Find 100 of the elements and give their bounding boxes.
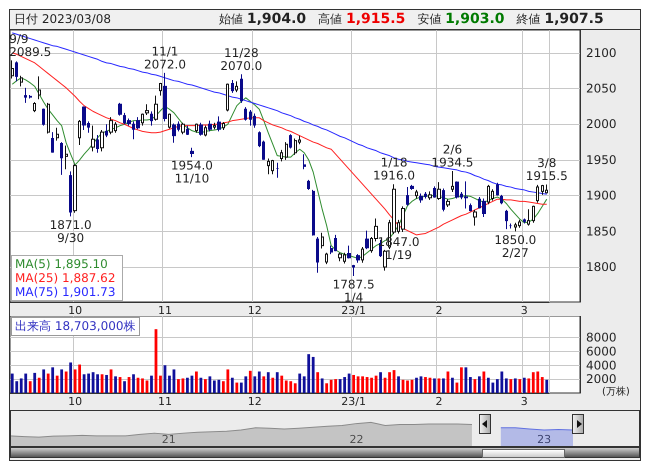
bar bbox=[46, 374, 50, 393]
candlestick bbox=[289, 134, 292, 150]
y-tick-label: 2000 bbox=[586, 117, 617, 132]
candlestick bbox=[38, 76, 41, 100]
bar bbox=[522, 378, 526, 393]
candlestick bbox=[190, 147, 194, 158]
annotation: 1871.0 9/30 bbox=[50, 218, 92, 245]
candlestick bbox=[240, 74, 243, 104]
bar bbox=[298, 374, 302, 393]
bar bbox=[451, 378, 454, 393]
y-tick-label: 2000 bbox=[586, 372, 617, 386]
candlestick bbox=[523, 218, 526, 224]
x-tick-label: 12 bbox=[248, 395, 262, 408]
candlestick bbox=[276, 162, 279, 178]
bar bbox=[527, 378, 530, 393]
candlestick bbox=[20, 75, 23, 87]
candlestick bbox=[271, 159, 274, 175]
candlestick bbox=[78, 119, 81, 146]
bar bbox=[289, 381, 292, 393]
candlestick bbox=[222, 122, 225, 130]
text: MA(25) 1,887.62 bbox=[15, 271, 116, 285]
candlestick bbox=[24, 87, 27, 104]
candlestick bbox=[307, 179, 310, 190]
candlestick bbox=[325, 252, 328, 265]
x-tick-label: 23/1 bbox=[341, 395, 366, 408]
bar bbox=[397, 376, 400, 393]
candlestick bbox=[29, 94, 32, 100]
x-tick-label: 23 bbox=[537, 433, 552, 446]
bar bbox=[128, 377, 130, 393]
bar bbox=[100, 374, 104, 393]
candlestick bbox=[47, 102, 50, 134]
bar bbox=[110, 369, 112, 393]
candlestick bbox=[451, 170, 454, 193]
text: 終値 1,907.5 bbox=[516, 11, 604, 28]
candlestick bbox=[186, 125, 189, 136]
annotation: 1954.0 11/10 bbox=[170, 158, 213, 186]
candlestick bbox=[536, 184, 539, 204]
annotation: 1850.0 2/27 bbox=[494, 232, 536, 260]
candlestick bbox=[172, 123, 176, 144]
candlestick bbox=[496, 182, 499, 196]
bar bbox=[38, 378, 41, 393]
bar bbox=[24, 374, 28, 393]
candlestick bbox=[303, 154, 306, 170]
candlestick bbox=[145, 104, 149, 116]
candlestick bbox=[65, 145, 68, 170]
candlestick bbox=[491, 188, 494, 202]
candlestick bbox=[231, 79, 234, 94]
annotation: 1/18 1916.0 bbox=[373, 156, 416, 183]
candlestick bbox=[527, 208, 530, 226]
bar bbox=[82, 374, 86, 393]
candlestick bbox=[532, 205, 535, 224]
bar bbox=[316, 372, 320, 393]
bar bbox=[334, 379, 338, 393]
bar bbox=[509, 379, 512, 393]
bar bbox=[200, 378, 202, 393]
bar bbox=[266, 372, 270, 393]
candlestick bbox=[154, 95, 158, 122]
candlestick bbox=[267, 158, 270, 175]
candlestick bbox=[514, 222, 517, 232]
x-tick-label: 10 bbox=[68, 395, 82, 408]
bar bbox=[20, 378, 23, 393]
candlestick bbox=[244, 106, 247, 122]
bar bbox=[235, 382, 238, 393]
x-tick-label: 11 bbox=[158, 304, 172, 317]
candlestick bbox=[365, 230, 369, 250]
y-tick-label: 1900 bbox=[586, 188, 617, 203]
bar bbox=[532, 372, 535, 393]
bar bbox=[118, 377, 122, 393]
bar bbox=[379, 372, 382, 393]
candlestick bbox=[473, 209, 477, 226]
candlestick bbox=[347, 245, 351, 259]
y-tick-label: 4000 bbox=[586, 358, 617, 372]
bar bbox=[478, 376, 481, 393]
x-tick-label: 3 bbox=[520, 395, 528, 408]
bar bbox=[69, 362, 72, 393]
candlestick bbox=[541, 184, 544, 196]
x-tick-label: 23/1 bbox=[341, 304, 366, 317]
candlestick bbox=[415, 189, 418, 199]
bar bbox=[320, 378, 324, 393]
y-tick-label: 1800 bbox=[586, 260, 617, 274]
candlestick bbox=[69, 170, 72, 217]
candlestick bbox=[60, 142, 63, 176]
candlestick bbox=[204, 125, 207, 137]
annotation: 11/28 2070.0 bbox=[220, 46, 262, 73]
candlestick bbox=[505, 209, 508, 230]
y-tick-label: 6000 bbox=[586, 344, 617, 358]
x-tick-label: 10 bbox=[68, 304, 82, 317]
candlestick bbox=[15, 60, 18, 82]
text: 高値 1,915.5 bbox=[318, 11, 406, 28]
candlestick bbox=[356, 254, 360, 264]
annotation: 11/1 2072.0 bbox=[144, 44, 186, 72]
text: 日付 2023/03/08 bbox=[14, 11, 111, 28]
bar bbox=[105, 374, 108, 393]
candlestick bbox=[428, 190, 432, 200]
candlestick bbox=[316, 236, 319, 274]
bar bbox=[15, 381, 18, 393]
candlestick bbox=[208, 120, 212, 132]
x-tick-label: 21 bbox=[162, 433, 176, 446]
candlestick bbox=[73, 164, 77, 214]
bar bbox=[230, 378, 234, 393]
